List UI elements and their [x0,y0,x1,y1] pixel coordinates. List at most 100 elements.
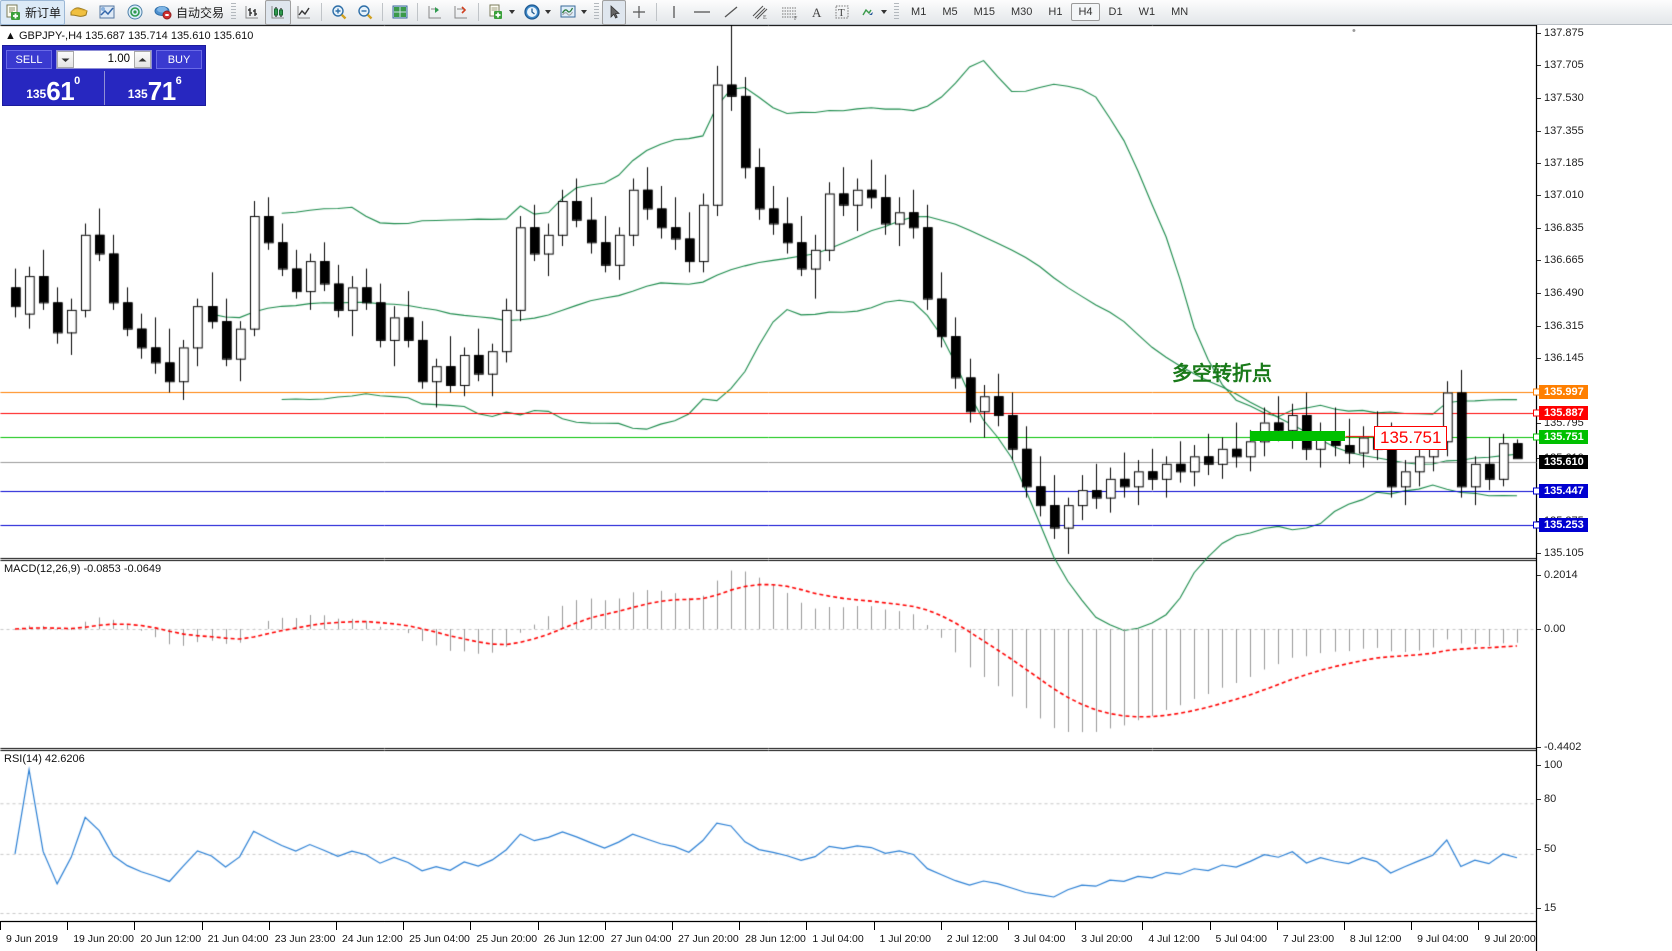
price-callout-box[interactable]: 135.751 [1374,426,1448,450]
data-window-button[interactable] [93,0,121,25]
resistance-level-2-handle[interactable] [1533,409,1540,417]
autotrading-button[interactable]: 自动交易 [149,0,228,25]
tile-windows-button[interactable] [387,0,413,25]
time-tick-sep [806,922,808,930]
fibonacci-button[interactable]: F [775,0,805,25]
period-button[interactable] [519,0,555,25]
zoom-in-icon [330,3,348,21]
crosshair-marker: • [1352,25,1356,37]
time-tick-sep [1411,922,1413,930]
support-level-1-label[interactable]: 135.447 [1539,484,1588,498]
octp-controls: SELL 1.00 BUY [3,46,205,71]
chart-shift-icon [426,3,444,21]
timeframe-m30[interactable]: M30 [1011,6,1033,18]
sell-quote[interactable]: 135 61 0 [3,71,104,105]
time-tick: 25 Jun 04:00 [409,933,470,945]
timeframe-h1[interactable]: H1 [1048,6,1063,18]
crosshair-button[interactable] [626,0,652,25]
time-tick-sep [1142,922,1144,930]
timeframe-h4[interactable]: H4 [1071,3,1100,21]
svg-text:T: T [838,7,845,19]
svg-text:A: A [812,5,822,20]
cursor-button[interactable] [602,0,627,25]
timeframe-w1[interactable]: W1 [1138,6,1156,18]
vertical-line-button[interactable] [661,0,687,25]
volume-input[interactable]: 1.00 [56,50,152,69]
terminal-button[interactable] [65,0,93,25]
support-level-1-handle[interactable] [1533,487,1540,495]
time-tick-sep [671,922,673,930]
toolbar-grip-2[interactable] [594,3,600,21]
auto-scroll-icon [452,3,470,21]
highlight-rectangle[interactable] [1250,431,1345,441]
bar-chart-button[interactable] [239,0,265,25]
sell-button[interactable]: SELL [6,50,52,69]
price-tick: 136.665 [1537,254,1584,266]
volume-value[interactable]: 1.00 [107,53,130,65]
price-tick: 137.530 [1537,92,1584,104]
timeframe-d1[interactable]: D1 [1108,6,1123,18]
zoom-out-button[interactable] [352,0,378,25]
shapes-icon [859,3,877,21]
time-tick: 5 Jul 04:00 [1215,933,1267,945]
buy-quote[interactable]: 135 71 6 [103,71,206,105]
text-label-icon: T [833,3,851,21]
toolbar-grip[interactable] [231,3,237,21]
chart-shift-button[interactable] [422,0,448,25]
equidistant-channel-icon: E [749,3,771,21]
time-tick-sep [0,922,1,930]
toolbar-grip-3[interactable] [894,3,900,21]
trendline-button[interactable] [717,0,745,25]
timeframe-m15[interactable]: M15 [973,6,995,18]
time-tick: 24 Jun 12:00 [341,933,403,945]
toolbar-separator-5 [656,3,658,21]
time-tick-sep [739,922,741,930]
resistance-level-2-label[interactable]: 135.887 [1539,406,1588,420]
chevron-down-icon[interactable] [509,10,516,14]
price-tick: 137.705 [1537,59,1584,71]
time-tick-sep [537,922,539,930]
volume-decrement-button[interactable] [57,51,74,68]
indicators-button[interactable] [483,0,519,25]
time-tick: 27 Jun 04:00 [610,933,672,945]
auto-scroll-button[interactable] [448,0,474,25]
price-axis[interactable]: 137.875 137.705 137.530 137.355 137.185 137.0… [1533,25,1672,951]
time-axis[interactable]: 9 Jun 2019 19 Jun 20:00 20 Jun 12:00 21 Jun… [0,921,1536,951]
resistance-level-1-label[interactable]: 135.997 [1539,385,1588,399]
timeframe-m1[interactable]: M1 [911,6,927,18]
one-click-trading-panel[interactable]: SELL 1.00 BUY 135 61 0 135 71 6 [2,45,206,106]
text-button[interactable]: A [805,0,829,25]
time-tick: 3 Jul 04:00 [1013,933,1066,945]
current-price-label[interactable]: 135.610 [1539,455,1588,469]
chevron-down-icon-3[interactable] [581,10,588,14]
time-tick: 7 Jul 23:00 [1282,933,1335,945]
chevron-down-icon-4[interactable] [881,10,888,14]
timeframe-m5[interactable]: M5 [942,6,958,18]
time-tick-sep [940,922,942,930]
line-chart-button[interactable] [291,0,317,25]
zoom-in-button[interactable] [326,0,352,25]
resistance-level-1-handle[interactable] [1533,388,1540,396]
price-tick: 136.315 [1537,320,1584,332]
chart-area[interactable]: SELL 1.00 BUY 135 61 0 135 71 6 [0,25,1672,951]
chevron-down-icon-2[interactable] [545,10,552,14]
horizontal-line-button[interactable] [687,0,717,25]
candlestick-chart-button[interactable] [265,0,292,25]
chart-annotation-text[interactable]: 多空转折点 [1172,361,1272,385]
text-label-button[interactable]: T [829,0,855,25]
pivot-level-label[interactable]: 135.751 [1539,430,1588,444]
time-tick-sep [134,922,136,930]
horizontal-line-icon [691,3,713,21]
pivot-level-handle[interactable] [1533,433,1540,441]
equidistant-channel-button[interactable]: E [745,0,775,25]
navigator-button[interactable] [121,0,149,25]
volume-increment-button[interactable] [134,51,151,68]
collapse-triangle-icon[interactable]: ▲ [5,30,16,42]
shapes-button[interactable] [855,0,891,25]
support-level-2-label[interactable]: 135.253 [1539,518,1588,532]
new-order-button[interactable]: 新订单 [0,0,66,25]
buy-button[interactable]: BUY [156,50,202,69]
templates-button[interactable] [555,0,591,25]
timeframe-mn[interactable]: MN [1171,6,1189,18]
support-level-2-handle[interactable] [1533,521,1540,529]
